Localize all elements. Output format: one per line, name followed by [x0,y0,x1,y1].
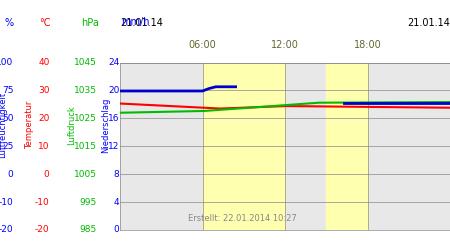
Text: 1005: 1005 [74,170,97,179]
Text: 24: 24 [108,58,119,67]
Text: 1015: 1015 [74,142,97,151]
Text: 1045: 1045 [74,58,97,67]
Text: 21.01.14: 21.01.14 [407,18,450,28]
Text: 25: 25 [2,142,13,151]
Text: 8: 8 [113,170,119,179]
Text: 16: 16 [108,114,119,123]
Text: Erstellt: 22.01.2014 10:27: Erstellt: 22.01.2014 10:27 [188,214,297,223]
Text: 30: 30 [38,86,50,95]
Bar [326,62,368,230]
Text: 75: 75 [2,86,14,95]
Text: hPa: hPa [81,18,99,28]
Text: -10: -10 [0,198,14,206]
Text: Luftfeuchtigkeit: Luftfeuchtigkeit [0,92,7,158]
Text: 18:00: 18:00 [354,40,382,50]
Text: 0: 0 [113,226,119,234]
Text: 12: 12 [108,142,119,151]
Text: Temperatur: Temperatur [25,101,34,149]
Text: 40: 40 [38,58,50,67]
Text: 985: 985 [80,226,97,234]
Text: %: % [4,18,13,28]
Text: 0: 0 [44,170,50,179]
Text: Niederschlag: Niederschlag [101,97,110,153]
Text: 1025: 1025 [74,114,97,123]
Text: 995: 995 [80,198,97,206]
Text: 4: 4 [113,198,119,206]
Text: 0: 0 [8,170,14,179]
Text: 1035: 1035 [74,86,97,95]
Text: -10: -10 [35,198,50,206]
Text: °C: °C [39,18,51,28]
Text: mm/h: mm/h [121,18,149,28]
Text: Luftdruck: Luftdruck [68,105,76,145]
Text: 20: 20 [38,114,50,123]
Text: 20: 20 [108,86,119,95]
Text: 21.01.14: 21.01.14 [120,18,163,28]
Text: 10: 10 [38,142,50,151]
Text: 12:00: 12:00 [271,40,299,50]
Bar [202,62,285,230]
Text: -20: -20 [35,226,50,234]
Text: 06:00: 06:00 [189,40,216,50]
Text: 50: 50 [2,114,14,123]
Text: -20: -20 [0,226,14,234]
Text: 100: 100 [0,58,14,67]
